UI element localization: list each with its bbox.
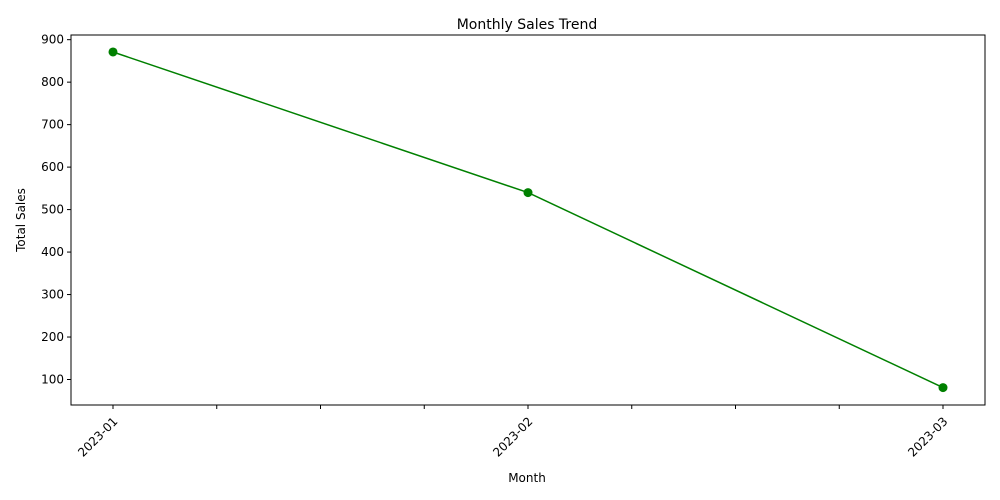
y-axis: 100 200 300 400 500 600 700 800 900 [41,33,71,387]
data-point [108,47,118,57]
y-tick-label: 300 [41,288,64,302]
y-tick-label: 500 [41,203,64,217]
y-tick-label: 200 [41,330,64,344]
plot-area [70,34,986,406]
series-line [112,51,944,389]
y-tick-label: 800 [41,75,64,89]
y-tick-label: 700 [41,118,64,132]
y-tick-label: 100 [41,373,64,387]
data-point [523,188,533,198]
x-tick-label: 2023-01 [75,414,120,459]
x-axis-title: Month [508,471,546,485]
y-tick-label: 900 [41,33,64,47]
series-layer [108,47,948,393]
y-axis-title: Total Sales [14,188,28,253]
x-tick-label: 2023-02 [490,414,535,459]
y-tick-label: 600 [41,160,64,174]
data-point [938,383,948,393]
x-tick-label: 2023-03 [905,414,950,459]
chart-title: Monthly Sales Trend [457,17,598,33]
y-tick-label: 400 [41,245,64,259]
x-axis: 2023-01 2023-02 2023-03 [75,405,951,460]
